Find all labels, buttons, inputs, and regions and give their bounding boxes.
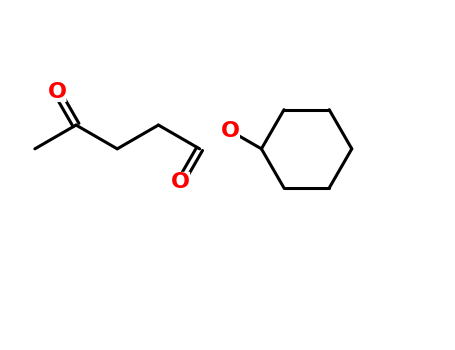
Text: O: O	[47, 82, 66, 102]
Text: O: O	[221, 121, 240, 141]
Text: O: O	[171, 172, 190, 192]
